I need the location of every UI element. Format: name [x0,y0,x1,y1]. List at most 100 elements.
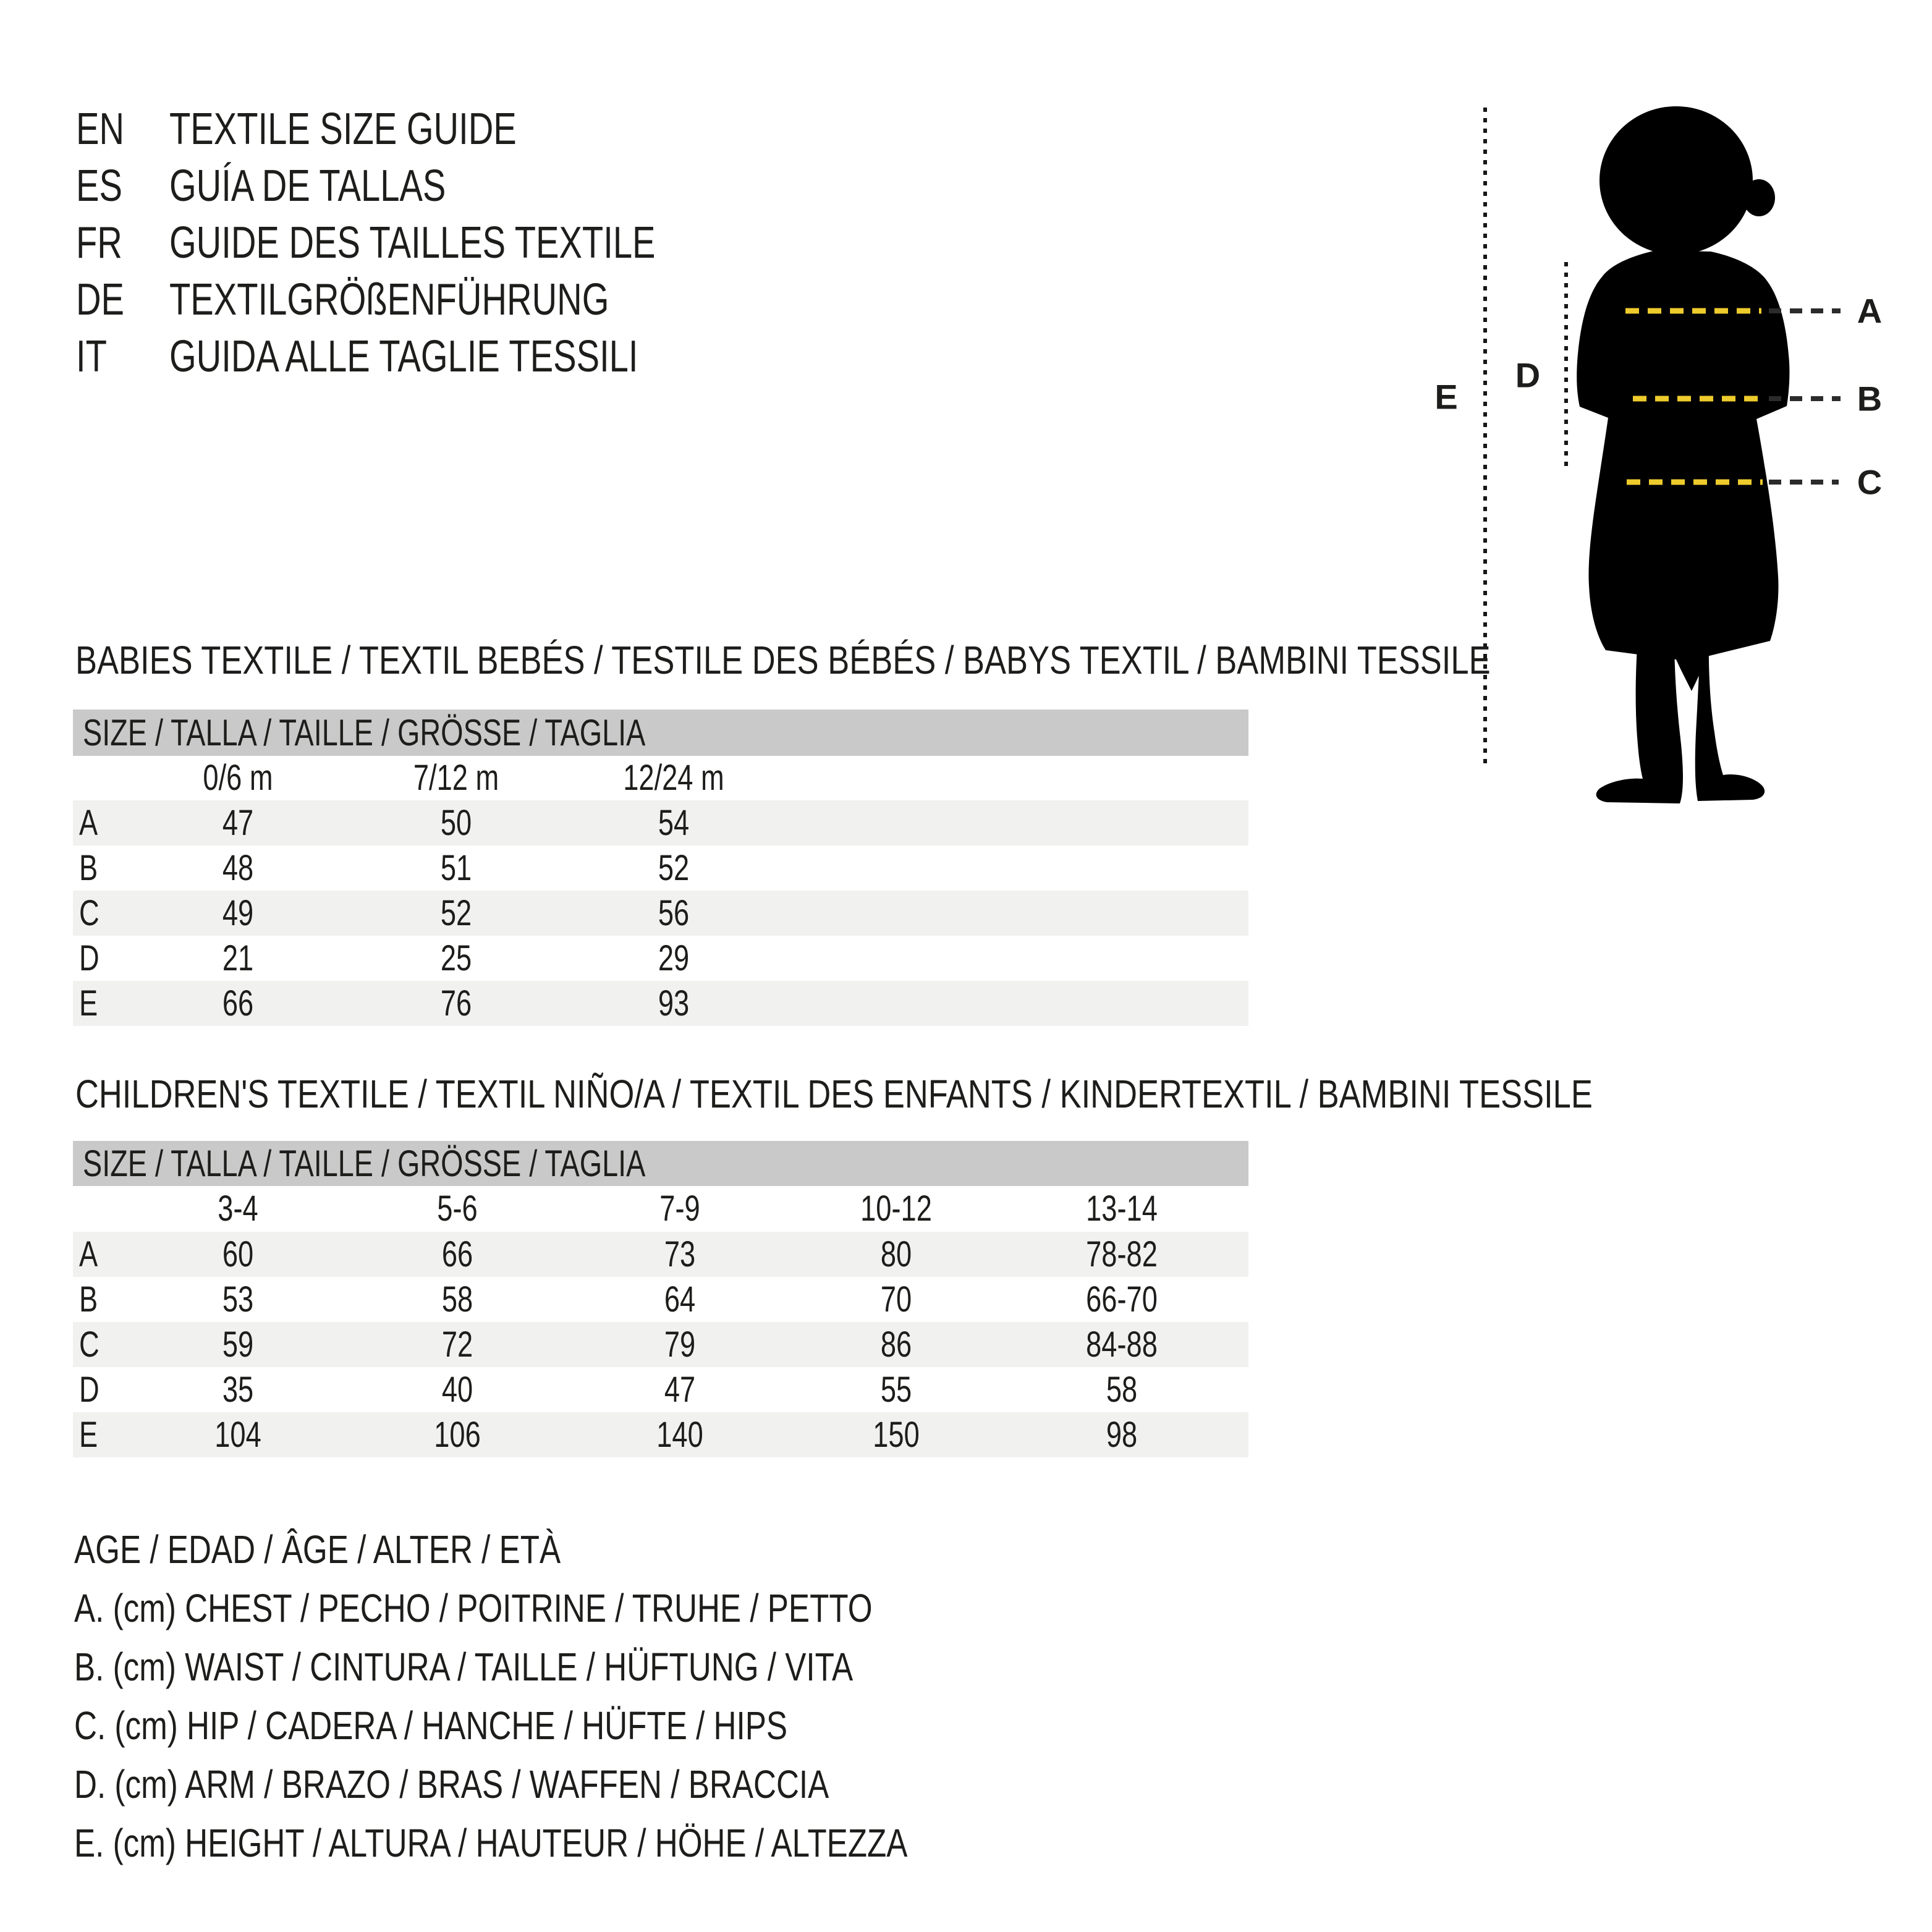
table-row-b: B 53 58 64 70 66-70 [73,1277,1248,1322]
label-arm-d: D [1515,356,1540,395]
language-list: EN TEXTILE SIZE GUIDE ES GUÍA DE TALLAS FR… [76,101,792,385]
cell-value: 49 [222,893,254,933]
legend-waist: B. (cm) WAIST / CINTURA / TAILLE / HÜFTU… [74,1645,854,1689]
size-header-bar: SIZE / TALLA / TAILLE / GRÖSSE / TAGLIA [73,710,1248,756]
guide-title-fr: GUIDE DES TAILLES TEXTILE [169,218,656,268]
measurement-figure: A B C D E [1391,49,1932,822]
cell-value: 21 [222,938,254,978]
cell-value: 48 [222,848,254,888]
cell-value: 59 [222,1324,254,1365]
language-row-fr: FR GUIDE DES TAILLES TEXTILE [76,214,792,271]
table-row-c: C 49 52 56 [73,891,1248,936]
size-header-label: SIZE / TALLA / TAILLE / GRÖSSE / TAGLIA [83,1143,646,1184]
cell-value: 93 [658,983,690,1023]
cell-value: 80 [880,1234,912,1274]
language-row-es: ES GUÍA DE TALLAS [76,158,792,214]
age-column: 10-12 [860,1188,932,1229]
row-label: E [79,983,98,1023]
legend-age: AGE / EDAD / ÂGE / ALTER / ETÀ [74,1527,561,1572]
cell-value: 72 [441,1324,473,1365]
cell-value: 60 [222,1234,254,1274]
table-row-a: A 60 66 73 80 78-82 [73,1232,1248,1277]
language-row-it: IT GUIDA ALLE TAGLIE TESSILI [76,328,792,385]
cell-value: 51 [440,848,472,888]
language-code: DE [76,275,125,324]
cell-value: 47 [664,1370,696,1410]
legend-height: E. (cm) HEIGHT / ALTURA / HAUTEUR / HÖHE… [74,1821,908,1865]
age-column: 5-6 [437,1188,478,1229]
age-columns-row: 3-4 5-6 7-9 10-12 13-14 [73,1186,1248,1232]
guide-title-it: GUIDA ALLE TAGLIE TESSILI [169,332,638,381]
cell-value: 29 [658,938,690,978]
table-row-c: C 59 72 79 86 84-88 [73,1322,1248,1367]
cell-value: 47 [222,803,254,843]
language-code: ES [76,161,122,211]
cell-value: 73 [664,1234,696,1274]
table-row-a: A 47 50 54 [73,800,1248,845]
guide-title-en: TEXTILE SIZE GUIDE [169,104,517,154]
age-column: 0/6 m [203,758,273,798]
label-hip-c: C [1857,463,1882,502]
age-column: 7/12 m [413,758,499,798]
measurement-legend: AGE / EDAD / ÂGE / ALTER / ETÀ A. (cm) C… [74,1520,1116,1873]
cell-value: 104 [214,1415,261,1455]
row-label: D [79,1370,100,1410]
legend-chest: A. (cm) CHEST / PECHO / POITRINE / TRUHE… [74,1586,873,1630]
cell-value: 84-88 [1086,1324,1158,1365]
language-code: FR [76,218,122,268]
row-label: B [79,1279,98,1320]
legend-arm: D. (cm) ARM / BRAZO / BRAS / WAFFEN / BR… [74,1762,829,1807]
cell-value: 140 [656,1415,703,1455]
cell-value: 86 [880,1324,912,1365]
cell-value: 64 [664,1279,696,1320]
row-label: B [79,848,98,888]
cell-value: 106 [434,1415,481,1455]
age-columns-row: 0/6 m 7/12 m 12/24 m [73,756,1248,800]
row-label: D [79,938,100,978]
cell-value: 50 [440,803,472,843]
child-silhouette-diagram: A B C D E [1434,106,1882,803]
age-column: 7-9 [659,1188,700,1229]
cell-value: 79 [664,1324,696,1365]
cell-value: 25 [440,938,472,978]
row-label: C [79,893,100,933]
guide-title-de: TEXTILGRÖßENFÜHRUNG [169,275,609,324]
cell-value: 150 [873,1415,920,1455]
cell-value: 40 [441,1370,473,1410]
row-label: C [79,1324,100,1365]
cell-value: 98 [1106,1415,1138,1455]
row-label: A [79,1234,98,1274]
language-row-de: DE TEXTILGRÖßENFÜHRUNG [76,271,792,328]
cell-value: 52 [658,848,690,888]
row-label: E [79,1415,98,1455]
cell-value: 66-70 [1086,1279,1158,1320]
babies-size-table: SIZE / TALLA / TAILLE / GRÖSSE / TAGLIA … [73,710,1248,1026]
table-row-d: D 21 25 29 [73,936,1248,981]
cell-value: 66 [222,983,254,1023]
cell-value: 53 [222,1279,254,1320]
label-height-e: E [1434,378,1457,417]
label-waist-b: B [1857,379,1882,418]
children-size-table: SIZE / TALLA / TAILLE / GRÖSSE / TAGLIA … [73,1141,1248,1457]
age-column: 12/24 m [623,758,724,798]
babies-section-heading: BABIES TEXTILE / TEXTIL BEBÉS / TESTILE … [75,638,1491,682]
cell-value: 70 [880,1279,912,1320]
table-row-e: E 66 76 93 [73,981,1248,1026]
age-column: 3-4 [218,1188,258,1229]
table-row-e: E 104 106 140 150 98 [73,1412,1248,1457]
cell-value: 52 [440,893,472,933]
children-section-heading: CHILDREN'S TEXTILE / TEXTIL NIÑO/A / TEX… [75,1072,1593,1116]
cell-value: 58 [441,1279,473,1320]
cell-value: 58 [1106,1370,1138,1410]
table-row-b: B 48 51 52 [73,845,1248,891]
cell-value: 35 [222,1370,254,1410]
size-header-bar: SIZE / TALLA / TAILLE / GRÖSSE / TAGLIA [73,1141,1248,1186]
language-code: EN [76,104,125,154]
row-label: A [79,803,98,843]
cell-value: 55 [880,1370,912,1410]
cell-value: 56 [658,893,690,933]
guide-title-es: GUÍA DE TALLAS [169,161,446,211]
cell-value: 54 [658,803,690,843]
age-column: 13-14 [1086,1188,1158,1229]
